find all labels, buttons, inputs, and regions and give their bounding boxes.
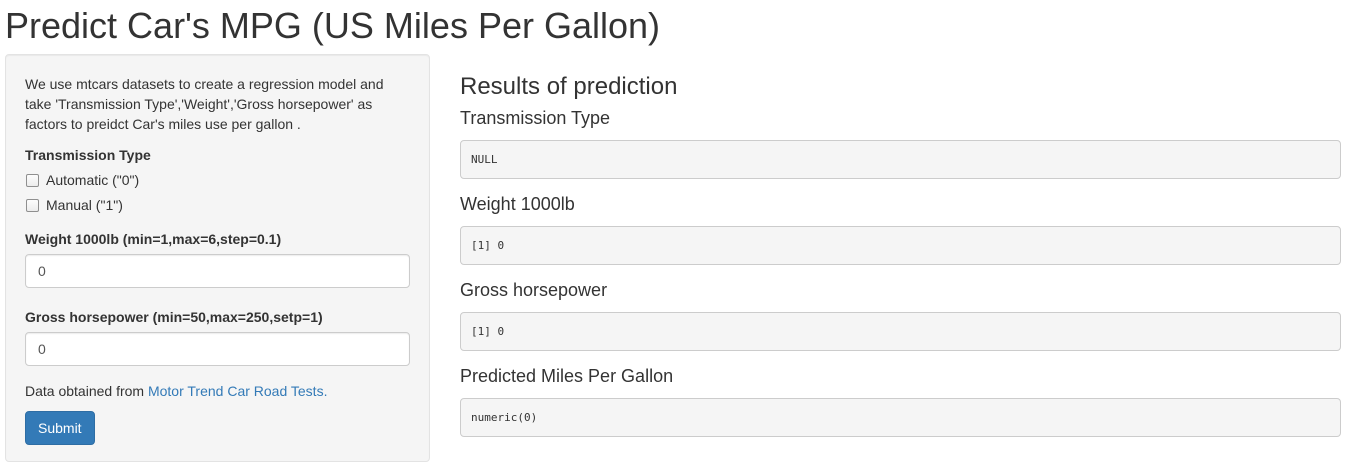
manual-option[interactable]: Manual ("1") (25, 195, 410, 215)
transmission-type-group: Transmission Type Automatic ("0") Manual… (25, 145, 410, 215)
mpg-result-output: numeric(0) (460, 398, 1341, 437)
horsepower-group: Gross horsepower (min=50,max=250,setp=1) (25, 307, 410, 366)
horsepower-input[interactable] (25, 332, 410, 366)
submit-button[interactable]: Submit (25, 411, 95, 445)
automatic-checkbox[interactable] (26, 173, 39, 187)
weight-group: Weight 1000lb (min=1,max=6,step=0.1) (25, 229, 410, 288)
mpg-result-label: Predicted Miles Per Gallon (460, 366, 674, 386)
data-source-text: Data obtained from Motor Trend Car Road … (25, 381, 410, 401)
horsepower-result-label: Gross horsepower (460, 280, 608, 300)
intro-text: We use mtcars datasets to create a regre… (25, 76, 384, 132)
transmission-result-label: Transmission Type (460, 108, 611, 128)
motor-trend-link[interactable]: Motor Trend Car Road Tests. (147, 383, 328, 399)
results-panel: Results of prediction Transmission Type … (460, 70, 1341, 448)
transmission-type-label: Transmission Type (25, 147, 151, 163)
page-title: Predict Car's MPG (US Miles Per Gallon) (5, 5, 661, 46)
horsepower-label: Gross horsepower (min=50,max=250,setp=1) (25, 309, 323, 325)
automatic-option-label[interactable]: Automatic ("0") (46, 172, 140, 188)
weight-result-label: Weight 1000lb (460, 194, 575, 214)
transmission-result-output: NULL (460, 140, 1341, 179)
automatic-option[interactable]: Automatic ("0") (25, 170, 410, 190)
data-source-prefix: Data obtained from (25, 383, 148, 399)
weight-input[interactable] (25, 254, 410, 288)
results-title: Results of prediction (460, 73, 678, 100)
manual-option-label[interactable]: Manual ("1") (46, 197, 123, 213)
horsepower-result-output: [1] 0 (460, 312, 1341, 351)
weight-result-output: [1] 0 (460, 226, 1341, 265)
manual-checkbox[interactable] (26, 198, 39, 212)
weight-label: Weight 1000lb (min=1,max=6,step=0.1) (25, 231, 282, 247)
input-sidebar-panel: We use mtcars datasets to create a regre… (5, 54, 430, 462)
